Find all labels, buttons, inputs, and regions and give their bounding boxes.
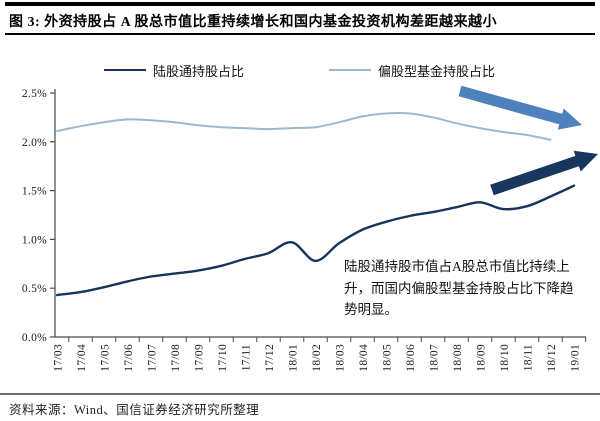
legend-item-northbound: 陆股通持股占比 — [104, 61, 244, 79]
svg-text:18/05: 18/05 — [382, 344, 394, 372]
svg-text:17/04: 17/04 — [76, 344, 88, 372]
y-axis: 0.0% 0.5% 1.0% 1.5% 2.0% 2.5% — [22, 88, 56, 344]
top-rule — [5, 2, 595, 6]
legend-label: 偏股型基金持股占比 — [378, 63, 496, 79]
annotation-text: 陆股通持股市值占A股总市值比持续上升，而国内偏股型基金持股占比下降趋势明显。 — [344, 259, 574, 318]
fund-series-line — [56, 112, 552, 141]
svg-text:17/11: 17/11 — [241, 344, 253, 371]
legend-line-sample-dark — [104, 69, 146, 71]
svg-text:17/12: 17/12 — [264, 344, 276, 372]
source-note: 资料来源：Wind、国信证券经济研究所整理 — [9, 403, 260, 417]
title-underline — [5, 33, 595, 35]
legend-label: 陆股通持股占比 — [153, 63, 245, 79]
svg-text:18/11: 18/11 — [523, 344, 535, 371]
source-rule — [0, 393, 600, 395]
svg-text:1.0%: 1.0% — [22, 234, 47, 246]
svg-text:19/01: 19/01 — [570, 344, 582, 372]
northbound-series-line — [55, 184, 576, 297]
svg-text:18/02: 18/02 — [311, 344, 323, 372]
svg-text:17/09: 17/09 — [194, 344, 206, 372]
trend-arrow-down-icon — [458, 85, 582, 130]
page-title: 图 3: 外资持股占 A 股总市值比重持续增长和国内基金投资机构差距越来越小 — [9, 15, 497, 30]
svg-text:18/04: 18/04 — [358, 344, 370, 372]
legend-line-sample-light — [329, 69, 371, 71]
svg-text:2.0%: 2.0% — [22, 137, 47, 149]
svg-text:18/07: 18/07 — [429, 344, 441, 372]
svg-text:18/06: 18/06 — [405, 344, 417, 372]
svg-text:17/05: 17/05 — [100, 344, 112, 372]
svg-text:17/06: 17/06 — [123, 344, 135, 372]
trend-arrow-up-icon — [490, 150, 598, 196]
svg-text:18/08: 18/08 — [452, 344, 464, 372]
svg-text:18/09: 18/09 — [476, 344, 488, 372]
svg-text:18/12: 18/12 — [546, 344, 558, 372]
svg-text:0.0%: 0.0% — [22, 332, 47, 344]
svg-text:1.5%: 1.5% — [22, 186, 47, 198]
svg-text:17/08: 17/08 — [170, 344, 182, 372]
legend-item-fund: 偏股型基金持股占比 — [329, 61, 495, 79]
svg-text:17/03: 17/03 — [53, 344, 65, 372]
svg-text:18/10: 18/10 — [499, 344, 511, 372]
line-chart: 0.0% 0.5% 1.0% 1.5% 2.0% 2.5% 17/03 17/04 17/05… — [22, 85, 598, 372]
svg-text:17/10: 17/10 — [217, 344, 229, 372]
svg-text:2.5%: 2.5% — [22, 88, 47, 100]
svg-text:18/03: 18/03 — [335, 344, 347, 372]
x-axis: 17/03 17/04 17/05 17/06 17/07 17/08 17/09 17/10… — [53, 336, 587, 372]
svg-text:17/07: 17/07 — [147, 344, 159, 372]
legend: 陆股通持股占比 偏股型基金持股占比 — [0, 61, 600, 79]
chart-area: 0.0% 0.5% 1.0% 1.5% 2.0% 2.5% 17/03 17/04 17/05… — [0, 85, 600, 395]
svg-text:18/01: 18/01 — [288, 344, 300, 372]
svg-text:0.5%: 0.5% — [22, 283, 47, 295]
